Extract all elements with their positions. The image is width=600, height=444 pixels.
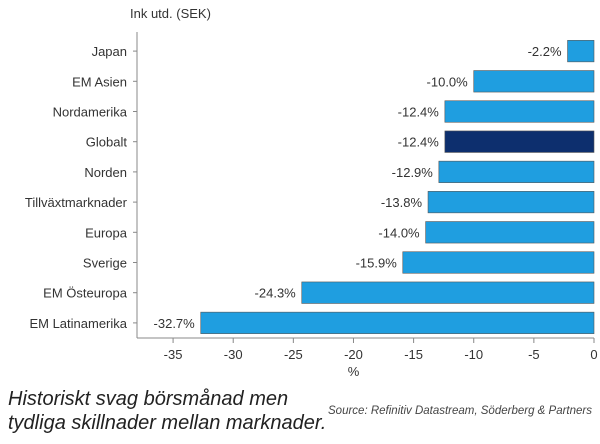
category-label: Norden <box>84 165 127 180</box>
category-label: Sverige <box>83 256 127 271</box>
value-label: -12.9% <box>392 165 434 180</box>
category-label: Europa <box>85 225 128 240</box>
bar-norden <box>438 160 595 183</box>
category-label: Tillväxtmarknader <box>25 195 128 210</box>
value-label: -14.0% <box>378 225 420 240</box>
source-note: Source: Refinitiv Datastream, Söderberg … <box>328 405 592 417</box>
value-label: -2.2% <box>528 44 562 59</box>
x-tick-label: -10 <box>464 347 483 362</box>
x-tick-label: 0 <box>590 347 597 362</box>
unit-label: Ink utd. (SEK) <box>130 6 211 21</box>
value-label: -12.4% <box>398 105 440 120</box>
x-tick-label: -20 <box>344 347 363 362</box>
value-label: -15.9% <box>356 256 398 271</box>
bar-japan <box>567 40 595 63</box>
bar-em-latinamerika <box>200 311 595 334</box>
bar-em-östeuropa <box>301 281 595 304</box>
bar-nordamerika <box>444 100 595 123</box>
category-label: EM Latinamerika <box>29 316 127 331</box>
x-tick-label: -35 <box>164 347 183 362</box>
x-tick-label: -15 <box>404 347 423 362</box>
category-label: Globalt <box>86 135 128 150</box>
x-tick-label: -5 <box>528 347 540 362</box>
bar-em-asien <box>473 70 595 93</box>
bar-europa <box>425 221 595 244</box>
category-label: Nordamerika <box>53 105 128 120</box>
value-label: -12.4% <box>398 135 440 150</box>
chart-caption: Historiskt svag börsmånad men tydliga sk… <box>8 388 327 434</box>
bar-chart: Japan -2.2% EM Asien -10.0% Nordamerika -12.4… <box>25 32 598 379</box>
value-label: -24.3% <box>255 286 297 301</box>
x-axis-label: % <box>348 364 360 379</box>
value-label: -10.0% <box>427 74 469 89</box>
x-tick-label: -25 <box>284 347 303 362</box>
bar-sverige <box>402 251 595 274</box>
x-tick-label: -30 <box>224 347 243 362</box>
bar-tillväxtmarknader <box>427 191 595 214</box>
value-label: -32.7% <box>154 316 196 331</box>
category-label: EM Östeuropa <box>43 286 128 301</box>
value-label: -13.8% <box>381 195 423 210</box>
category-label: Japan <box>92 44 127 59</box>
category-label: EM Asien <box>72 74 127 89</box>
bar-globalt <box>444 130 595 153</box>
